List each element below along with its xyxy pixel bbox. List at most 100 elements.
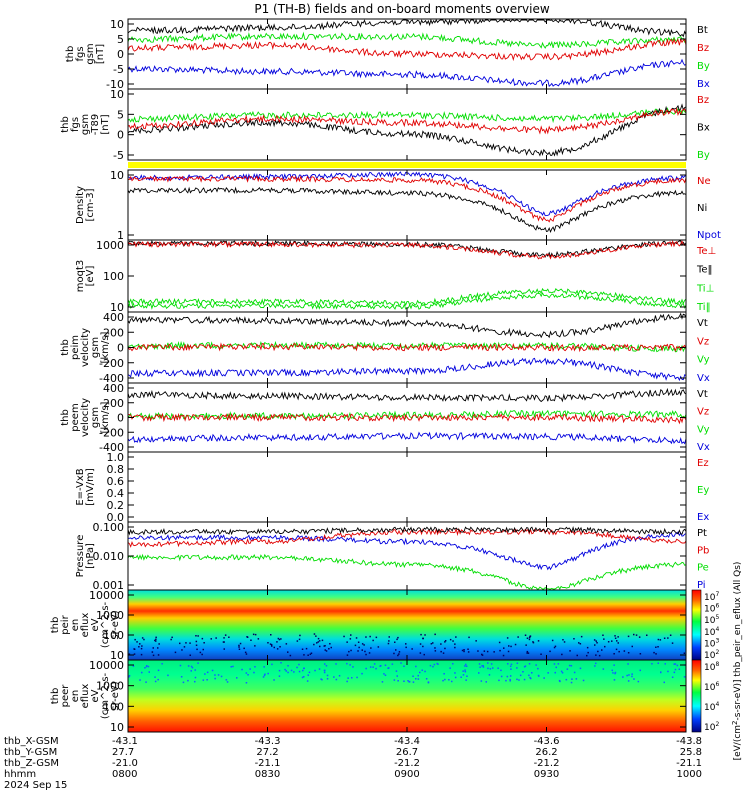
spectrogram-pixel bbox=[215, 637, 217, 639]
spectrogram-pixel bbox=[196, 648, 198, 651]
spectrogram-pixel bbox=[465, 663, 467, 666]
spectrogram-pixel bbox=[187, 665, 190, 667]
legend-fgs-By: By bbox=[697, 61, 710, 72]
spectrogram-pixel bbox=[576, 654, 578, 657]
spectrogram-pixel bbox=[529, 635, 531, 638]
spectrogram-pixel bbox=[519, 674, 522, 677]
spectrogram-pixel bbox=[529, 676, 531, 679]
series-peem_v-Vx bbox=[127, 431, 687, 445]
spectrogram-pixel bbox=[350, 649, 352, 652]
spectrogram-pixel bbox=[568, 664, 571, 667]
spectrogram-pixel bbox=[187, 679, 189, 682]
spectrogram-pixel bbox=[238, 646, 240, 648]
spectrogram-pixel bbox=[290, 669, 293, 672]
spectrogram-pixel bbox=[388, 667, 390, 669]
spectrogram-pixel bbox=[190, 670, 192, 672]
spectrogram-pixel bbox=[236, 677, 238, 679]
spectrogram-pixel bbox=[526, 650, 529, 653]
spectrogram-pixel bbox=[415, 678, 417, 680]
spectrogram-pixel bbox=[659, 639, 662, 641]
spectrogram-pixel bbox=[613, 653, 615, 655]
y-tick-label: 0 bbox=[117, 48, 124, 61]
spectrogram-pixel bbox=[631, 645, 633, 648]
spectrogram-pixel bbox=[481, 653, 483, 656]
spectrogram-pixel bbox=[197, 662, 199, 664]
spectrogram-pixel bbox=[465, 665, 468, 667]
spectrogram-pixel bbox=[477, 650, 479, 652]
spectrogram-pixel bbox=[421, 669, 423, 671]
spectrogram-pixel bbox=[673, 671, 676, 674]
spectrogram-pixel bbox=[349, 638, 352, 640]
spectrogram-pixel bbox=[604, 645, 606, 648]
spectrogram-pixel bbox=[516, 678, 518, 681]
spectrogram-pixel bbox=[627, 635, 630, 638]
legend-efield-Ex: Ex bbox=[697, 512, 709, 523]
y-tick-label: 0.0 bbox=[107, 511, 125, 524]
spectrogram-pixel bbox=[655, 646, 657, 648]
legend-fgs_t89-By: By bbox=[697, 150, 710, 161]
spectrogram-pixel bbox=[323, 671, 326, 674]
spectrogram-pixel bbox=[554, 645, 557, 648]
spectrogram-pixel bbox=[151, 651, 154, 653]
spectrogram-pixel bbox=[509, 678, 511, 681]
spectrogram-pixel bbox=[506, 675, 509, 678]
spectrogram-pixel bbox=[674, 668, 677, 671]
spectrogram-pixel bbox=[637, 680, 640, 683]
spectrogram-pixel bbox=[655, 653, 657, 655]
spectrogram-pixel bbox=[346, 680, 348, 683]
spectrogram-pixel bbox=[152, 647, 154, 649]
spectrogram-pixel bbox=[180, 676, 183, 678]
spectrogram-pixel bbox=[510, 645, 512, 648]
spectrogram-pixel bbox=[323, 645, 325, 647]
peir-spectrogram bbox=[128, 590, 686, 660]
spectrogram-pixel bbox=[464, 669, 466, 671]
spectrogram-pixel bbox=[443, 673, 445, 675]
spectrogram-pixel bbox=[285, 670, 287, 672]
y-axis-label-line: fgs bbox=[70, 117, 81, 132]
y-tick-label: 0 bbox=[117, 129, 124, 142]
x-tick-label: 0900 bbox=[394, 769, 419, 780]
spectrogram-pixel bbox=[321, 639, 324, 642]
spectrogram-pixel bbox=[488, 674, 491, 676]
spectrogram-pixel bbox=[356, 676, 358, 679]
spectrogram-pixel bbox=[262, 676, 265, 678]
spectrogram-pixel bbox=[423, 653, 425, 656]
spectrogram-pixel bbox=[364, 650, 366, 653]
y-axis-label-line: sr-eV) bbox=[110, 681, 121, 710]
spectrogram-pixel bbox=[325, 650, 328, 652]
spectrogram-pixel bbox=[329, 643, 331, 645]
spectrogram-pixel bbox=[403, 665, 405, 667]
y-tick-label: 0.001 bbox=[93, 579, 125, 592]
y-axis-label-line: velocity bbox=[80, 398, 91, 437]
spectrogram-pixel bbox=[597, 650, 599, 653]
y-tick-label: 0.2 bbox=[107, 499, 125, 512]
spectrogram-pixel bbox=[500, 669, 502, 672]
y-tick-label: 1.0 bbox=[107, 451, 125, 464]
legend-peem_v-Vt: Vt bbox=[697, 389, 708, 400]
spectrogram-pixel bbox=[195, 644, 198, 646]
spectrogram-pixel bbox=[594, 665, 596, 667]
y-axis-label-line: Pressure bbox=[75, 535, 86, 578]
spectrogram-pixel bbox=[412, 681, 415, 683]
y-axis-label: thb peem velocity gsm [km/s] bbox=[60, 398, 111, 437]
spectrogram-pixel bbox=[349, 664, 351, 666]
spectrogram-pixel bbox=[455, 636, 457, 638]
spectrogram-pixel bbox=[463, 649, 465, 651]
spectrogram-pixel bbox=[276, 641, 278, 643]
spectrogram-pixel bbox=[537, 640, 540, 642]
spectrogram-pixel bbox=[310, 652, 313, 654]
spectrogram-pixel bbox=[594, 644, 596, 646]
spectrogram-pixel bbox=[143, 638, 145, 641]
legend-temp-Te⊥: Te⊥ bbox=[696, 246, 716, 257]
spectrogram-pixel bbox=[452, 640, 454, 642]
spectrogram-pixel bbox=[141, 637, 144, 639]
y-axis-label-line: peir bbox=[60, 614, 71, 634]
y-tick-label: 10 bbox=[110, 301, 124, 314]
spectrogram-pixel bbox=[263, 666, 265, 668]
spectrogram-pixel bbox=[397, 654, 399, 657]
series-density-Ni bbox=[127, 186, 687, 234]
spectrogram-pixel bbox=[524, 634, 527, 636]
